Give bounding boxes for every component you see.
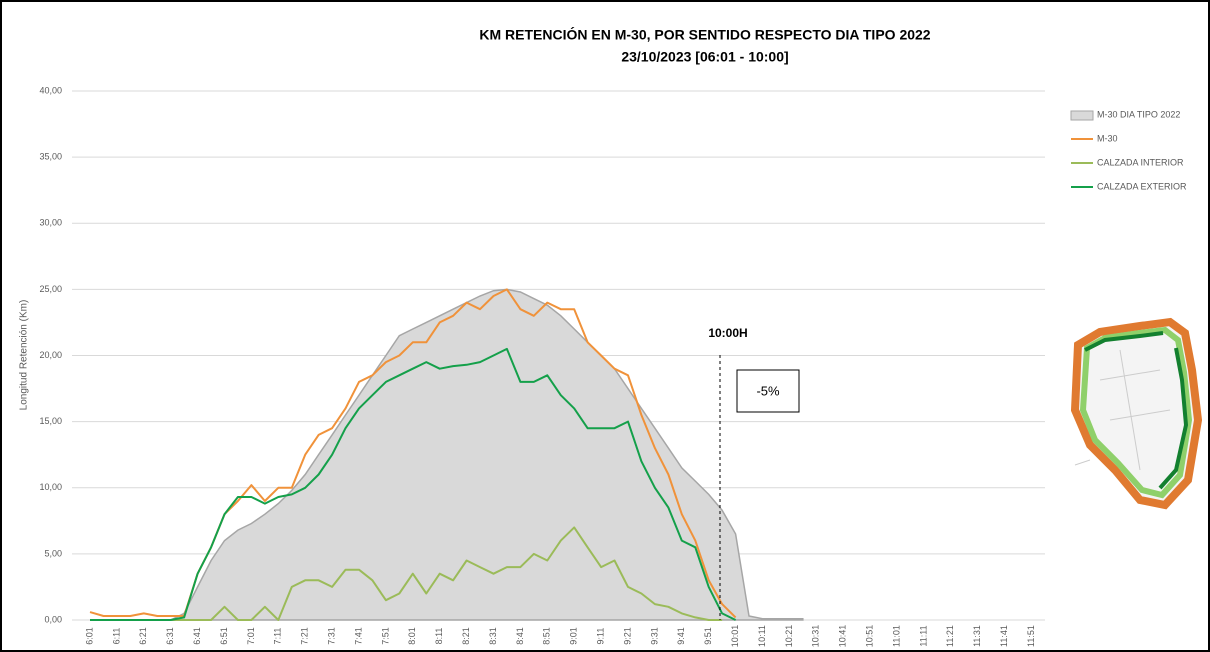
x-tick-label: 6:51: [219, 627, 229, 645]
note-text: -5%: [756, 383, 780, 398]
x-tick-label: 6:01: [84, 627, 94, 645]
chart-subtitle: 23/10/2023 [06:01 - 10:00]: [621, 49, 788, 65]
x-tick-label: 9:01: [569, 627, 579, 645]
plot: 0,00 5,00 10,00 15,00 20,00 25,00 30,00 35,00 40…: [39, 85, 1187, 647]
y-tick-label: 25,00: [39, 284, 62, 294]
y-tick-label: 10,00: [39, 482, 62, 492]
x-tick-label: 8:51: [542, 627, 552, 645]
map-outer: [1084, 331, 1189, 490]
y-tick-label: 15,00: [39, 416, 62, 426]
map-inner: [1079, 326, 1193, 499]
x-tick-label: 7:11: [273, 628, 283, 645]
x-tick-label: 6:21: [138, 627, 148, 645]
x-tick-label: 7:41: [353, 627, 363, 645]
x-tick-label: 9:11: [595, 628, 605, 645]
y-tick-label: 5,00: [44, 548, 62, 558]
map-streets: [1074, 349, 1171, 471]
x-tick-label: 8:01: [407, 627, 417, 645]
area: [90, 288, 804, 621]
x-tick-label: 8:21: [461, 627, 471, 645]
x-tick-label: 10:51: [864, 625, 874, 648]
y-tick-label: 0,00: [44, 614, 62, 624]
x-tick-label: 11:41: [999, 625, 1009, 647]
line: [90, 347, 737, 621]
x-tick-label: 10:31: [811, 625, 821, 648]
y-tick-label: 40,00: [39, 85, 62, 95]
legend-label: M-30 DIA TIPO 2022: [1097, 109, 1180, 119]
y-tick-label: 35,00: [39, 152, 62, 162]
note-box: [736, 369, 800, 413]
x-tick-label: 6:31: [165, 627, 175, 645]
x-tick-label: 9:31: [649, 627, 659, 645]
x-tick-label: 8:31: [488, 627, 498, 645]
x-tick-label: 11:21: [945, 625, 955, 647]
x-tick-label: 10:41: [838, 625, 848, 648]
x-tick-label: 11:31: [972, 625, 982, 647]
legend-label: CALZADA EXTERIOR: [1097, 181, 1187, 191]
x-tick-label: 11:11: [918, 625, 928, 646]
y-axis-label: Longitud Retención (Km): [19, 300, 30, 411]
x-tick-label: 10:01: [730, 625, 740, 648]
map-ring: [1070, 317, 1203, 510]
x-tick-label: 6:11: [111, 628, 121, 645]
line: [90, 526, 723, 621]
x-tick-label: 8:41: [515, 627, 525, 645]
x-tick-label: 7:31: [326, 627, 336, 645]
x-tick-label: 9:41: [676, 627, 686, 645]
legend-label: M-30: [1097, 133, 1118, 143]
legend-swatch: [1070, 110, 1094, 121]
x-tick-label: 10:21: [784, 625, 794, 648]
x-tick-label: 9:51: [703, 627, 713, 645]
x-tick-label: 9:21: [622, 627, 632, 645]
chart-title: KM RETENCIÓN EN M-30, POR SENTIDO RESPEC…: [479, 26, 930, 43]
x-tick-label: 8:11: [434, 628, 444, 645]
map: [1070, 317, 1203, 510]
y-tick-label: 30,00: [39, 218, 62, 228]
x-tick-label: 7:51: [380, 627, 390, 645]
marker-label: 10:00H: [708, 326, 747, 340]
x-tick-label: 11:01: [891, 625, 901, 647]
x-tick-label: 10:11: [757, 625, 767, 647]
x-tick-label: 6:41: [192, 627, 202, 645]
legend-label: CALZADA INTERIOR: [1097, 157, 1184, 167]
x-tick-label: 7:21: [300, 627, 310, 645]
x-tick-label: 11:51: [1026, 625, 1036, 647]
y-tick-label: 20,00: [39, 350, 62, 360]
x-tick-label: 7:01: [246, 627, 256, 645]
